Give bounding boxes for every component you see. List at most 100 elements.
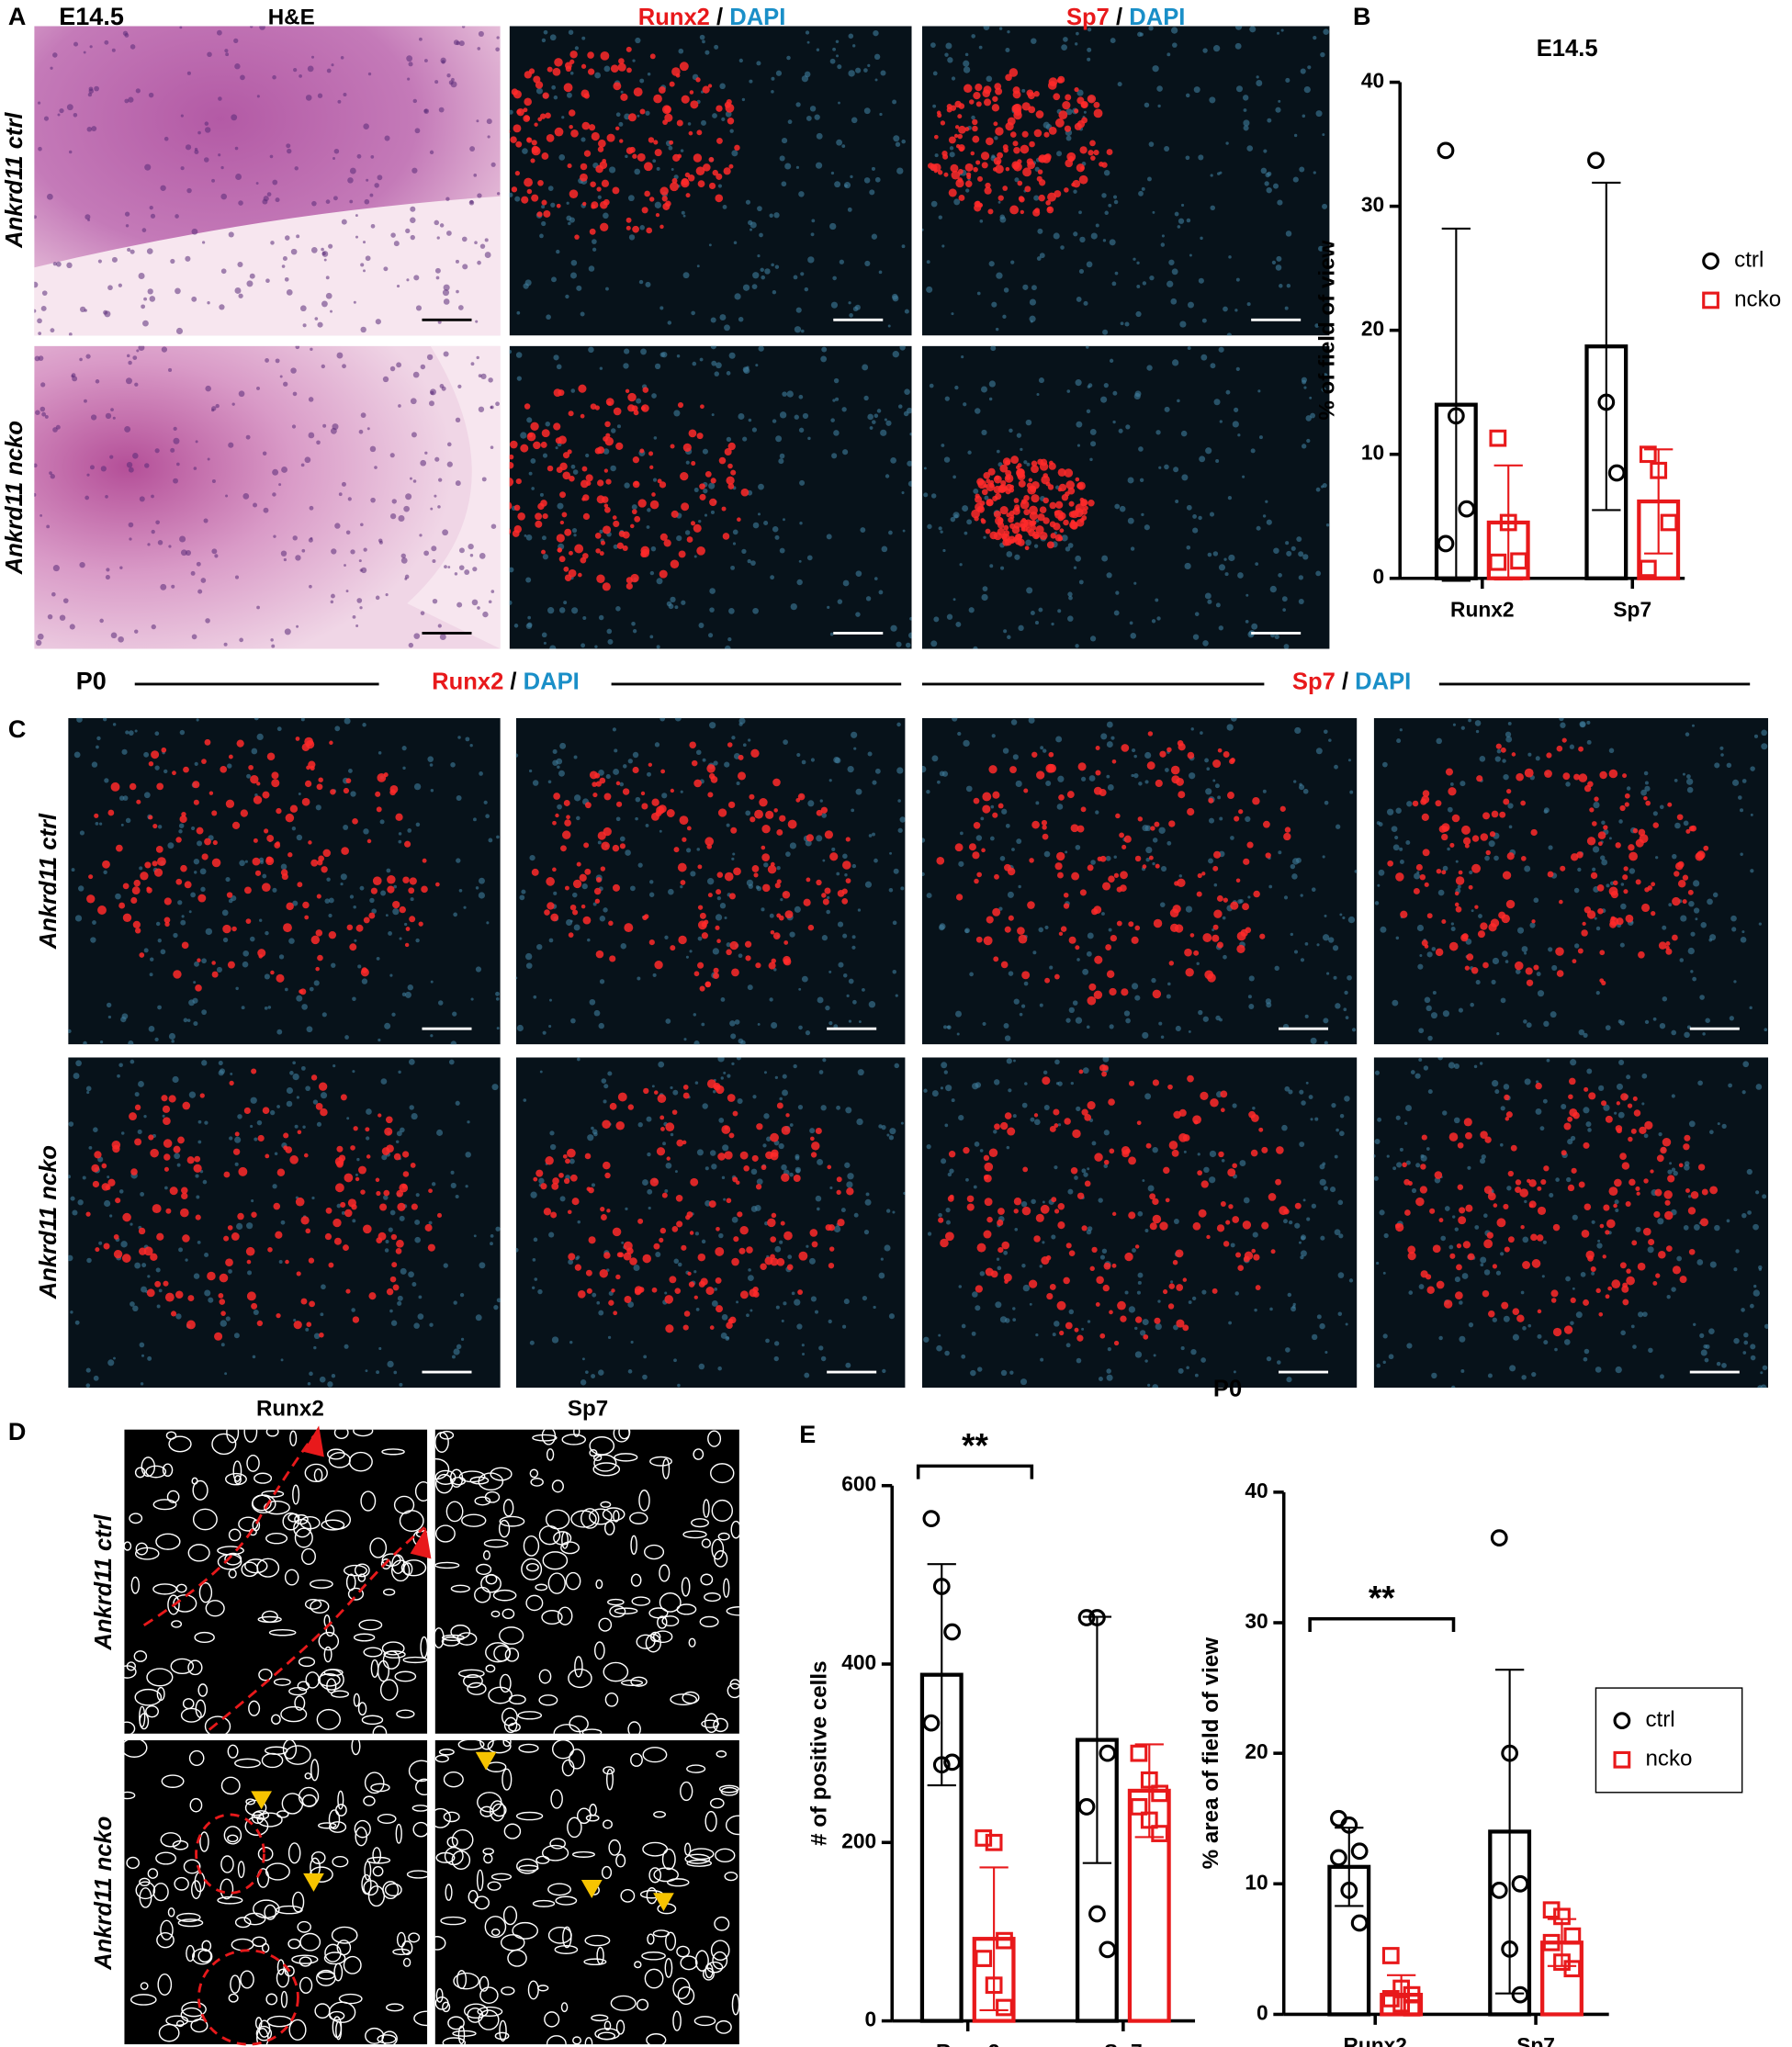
dapi [118,795,125,801]
signal [560,845,567,852]
signal [228,754,233,759]
nucleus [132,355,138,360]
dapi [311,1196,315,1200]
signal [746,1246,753,1254]
signal [695,77,701,83]
signal [1172,905,1181,914]
signal [577,1289,586,1299]
dapi [1079,236,1086,243]
signal [1005,475,1011,480]
dapi [1274,965,1279,972]
dapi [1106,572,1112,579]
signal [1672,896,1681,906]
dapi [1262,789,1267,793]
dapi [876,409,882,413]
signal [91,1164,100,1173]
dapi [398,832,402,836]
dapi [138,1081,144,1087]
signal [1049,1283,1056,1290]
dapi [836,872,840,876]
dapi [1189,772,1196,780]
dapi [770,575,775,580]
dapi [1255,562,1259,566]
nucleus [138,273,145,280]
nucleus [352,615,356,619]
dapi [551,84,557,90]
signal [676,1220,683,1228]
dapi [486,921,490,925]
dapi [677,1262,682,1267]
dapi [371,908,378,914]
dapi [194,961,199,967]
dapi [1324,800,1329,805]
dapi [921,872,925,877]
nucleus [185,144,192,151]
dapi [851,863,857,869]
dapi [1426,1147,1430,1151]
dapi [681,600,686,605]
signal [509,501,513,510]
dapi [1065,135,1072,141]
dapi [625,1207,628,1210]
signal [659,224,664,230]
signal [724,101,731,108]
dapi [867,751,873,757]
dapi [712,948,720,955]
dapi [1089,635,1097,642]
signal [976,1243,986,1253]
dapi [1293,133,1298,138]
dapi [478,892,486,899]
nucleus [434,80,439,84]
nucleus [358,429,364,434]
signal [1120,871,1128,880]
nucleus [304,456,311,464]
signal [1651,910,1656,917]
dapi [838,962,844,968]
dapi [296,995,303,1002]
dapi [958,860,964,867]
dapi [1296,536,1302,543]
signal [993,121,998,127]
nucleus [68,150,73,154]
signal [404,942,410,948]
dapi [1151,619,1156,624]
dapi [1598,1085,1605,1091]
dapi [1179,321,1187,328]
signal [1547,871,1554,878]
nucleus [104,310,111,318]
signal [728,893,736,900]
dapi [738,412,745,420]
dapi [1112,390,1118,396]
dapi [1235,277,1240,282]
dapi [722,205,727,209]
dapi [828,1021,833,1026]
signal [972,851,980,860]
dapi [550,202,556,208]
dapi [1057,609,1062,613]
dapi [929,383,934,388]
dapi [599,979,605,984]
dapi [321,1012,327,1018]
dapi [734,293,741,300]
dapi [1243,1197,1250,1204]
dapi [1672,853,1677,860]
dapi [625,849,631,856]
nucleus [439,634,446,641]
dapi [1460,725,1465,730]
signal [1007,1127,1016,1136]
signal [700,404,704,410]
dapi [864,1198,872,1206]
signal [984,1174,992,1183]
signal [837,890,845,897]
signal [1031,531,1041,540]
signal [1258,1127,1264,1132]
dapi [1743,1340,1749,1345]
signal [1276,1146,1284,1154]
signal [666,1156,671,1161]
dapi [769,213,773,218]
dapi [532,1258,536,1262]
dapi [168,1032,176,1040]
signal [355,1176,360,1182]
signal [516,107,524,117]
dapi [407,828,412,833]
